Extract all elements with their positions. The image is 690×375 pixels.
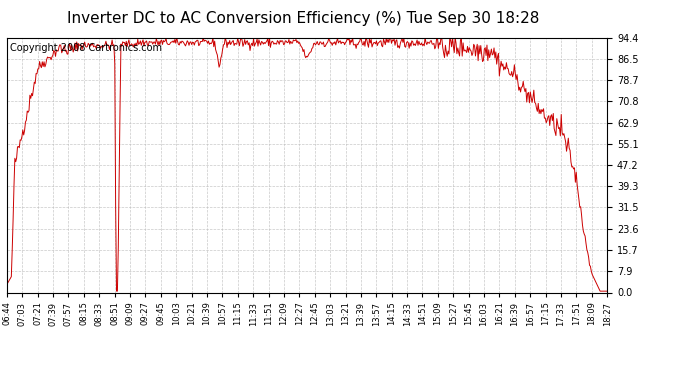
Text: Copyright 2008 Cartronics.com: Copyright 2008 Cartronics.com xyxy=(10,43,162,52)
Text: Inverter DC to AC Conversion Efficiency (%) Tue Sep 30 18:28: Inverter DC to AC Conversion Efficiency … xyxy=(68,11,540,26)
